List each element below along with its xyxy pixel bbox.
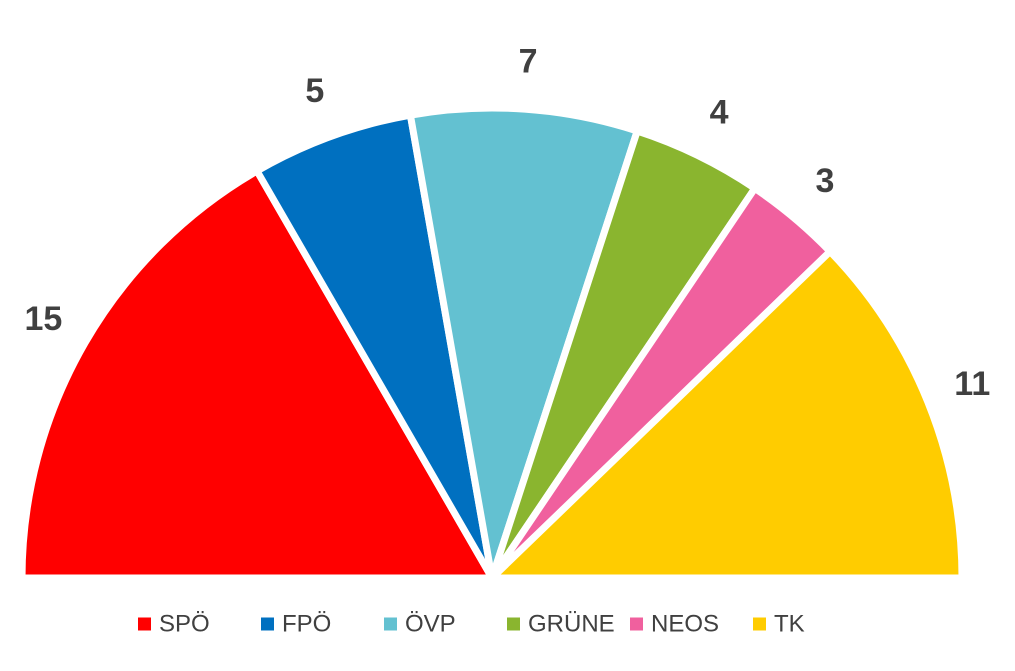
data-label-spoe: 15 bbox=[24, 300, 62, 338]
slice-tk bbox=[488, 248, 966, 582]
data-label-oevp: 7 bbox=[519, 42, 538, 80]
legend-swatch-neos bbox=[630, 617, 643, 631]
data-label-fpoe: 5 bbox=[305, 72, 324, 110]
legend-label-neos: NEOS bbox=[651, 611, 719, 638]
legend-item-fpoe: FPÖ bbox=[261, 611, 331, 638]
slice-spoe bbox=[18, 167, 496, 582]
legend-label-spoe: SPÖ bbox=[159, 611, 210, 638]
legend-label-oevp: ÖVP bbox=[405, 611, 456, 638]
legend-item-tk: TK bbox=[753, 611, 805, 638]
slice-fpoe bbox=[253, 111, 496, 582]
legend-swatch-tk bbox=[753, 617, 766, 631]
data-labels-group: 15 5 7 4 3 11 bbox=[24, 42, 990, 403]
legend-item-spoe: SPÖ bbox=[138, 611, 210, 638]
legend-swatch-fpoe bbox=[261, 617, 274, 631]
legend-swatch-spoe bbox=[138, 617, 151, 631]
data-label-gruene: 4 bbox=[710, 93, 729, 131]
legend: SPÖ FPÖ ÖVP GRÜNE NEOS TK bbox=[138, 611, 805, 638]
legend-swatch-oevp bbox=[384, 617, 397, 631]
legend-label-fpoe: FPÖ bbox=[282, 611, 331, 638]
data-label-neos: 3 bbox=[815, 162, 834, 200]
legend-swatch-gruene bbox=[507, 617, 520, 631]
legend-label-gruene: GRÜNE bbox=[528, 611, 615, 638]
legend-label-tk: TK bbox=[774, 611, 805, 638]
legend-item-oevp: ÖVP bbox=[384, 611, 456, 638]
slice-oevp bbox=[406, 104, 641, 582]
legend-item-neos: NEOS bbox=[630, 611, 719, 638]
data-label-tk: 11 bbox=[954, 365, 990, 403]
slices-group bbox=[18, 104, 966, 582]
legend-item-gruene: GRÜNE bbox=[507, 611, 615, 638]
